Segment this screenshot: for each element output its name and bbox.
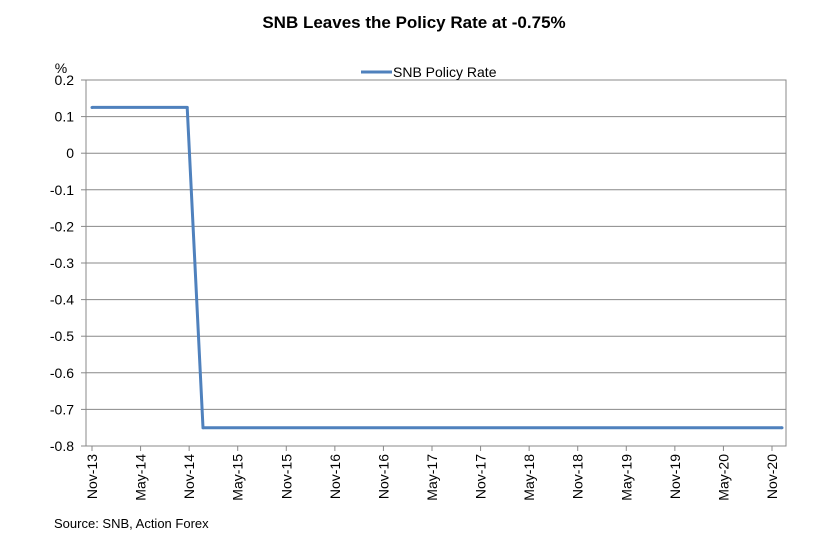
data-point bbox=[201, 426, 205, 430]
x-tick-label: Nov-18 bbox=[570, 454, 586, 499]
x-tick-label: May-20 bbox=[715, 454, 731, 501]
x-tick-label: Nov-19 bbox=[667, 454, 683, 499]
y-tick-label: -0.7 bbox=[50, 401, 74, 417]
grid-lines bbox=[86, 79, 786, 447]
y-tick-label: -0.5 bbox=[50, 328, 74, 344]
x-tick-label: Nov-16 bbox=[375, 454, 391, 499]
legend-label: SNB Policy Rate bbox=[393, 64, 497, 80]
y-tick-label: -0.6 bbox=[50, 365, 74, 381]
y-axis: 0.2 0.1 0 -0.1 -0.2 -0.3 -0.4 -0.5 -0.6 -0.7 -0.8 bbox=[50, 72, 86, 454]
x-tick-label: Nov-15 bbox=[278, 454, 294, 499]
x-axis: Nov-13 May-14 Nov-14 May-15 Nov-15 Nov-16 Nov-… bbox=[84, 446, 780, 501]
x-tick-label: May-19 bbox=[618, 454, 634, 501]
x-tick-label: May-18 bbox=[521, 454, 537, 501]
data-point bbox=[780, 426, 784, 430]
x-tick-label: Nov-14 bbox=[181, 454, 197, 499]
y-tick-label: 0.2 bbox=[55, 72, 75, 88]
x-tick-label: Nov-20 bbox=[764, 454, 780, 499]
y-tick-label: 0.1 bbox=[55, 109, 75, 125]
chart-title: SNB Leaves the Policy Rate at -0.75% bbox=[262, 13, 565, 32]
source-note: Source: SNB, Action Forex bbox=[54, 516, 209, 531]
y-tick-label: -0.1 bbox=[50, 182, 74, 198]
data-point bbox=[185, 105, 189, 109]
x-tick-label: May-14 bbox=[133, 454, 149, 501]
y-tick-label: -0.2 bbox=[50, 218, 74, 234]
y-tick-label: 0 bbox=[66, 145, 74, 161]
x-tick-label: May-15 bbox=[230, 454, 246, 501]
x-tick-label: May-17 bbox=[424, 454, 440, 501]
series-layer bbox=[90, 105, 784, 430]
y-tick-label: -0.4 bbox=[50, 292, 74, 308]
legend: SNB Policy Rate bbox=[361, 64, 497, 80]
data-point bbox=[90, 105, 94, 109]
y-tick-label: -0.3 bbox=[50, 255, 74, 271]
y-axis-unit-label: % bbox=[55, 60, 67, 76]
series-line bbox=[92, 105, 782, 430]
x-tick-label: Nov-17 bbox=[473, 454, 489, 499]
y-tick-label: -0.8 bbox=[50, 438, 74, 454]
x-tick-label: Nov-16 bbox=[327, 454, 343, 499]
x-tick-label: Nov-13 bbox=[84, 454, 100, 499]
